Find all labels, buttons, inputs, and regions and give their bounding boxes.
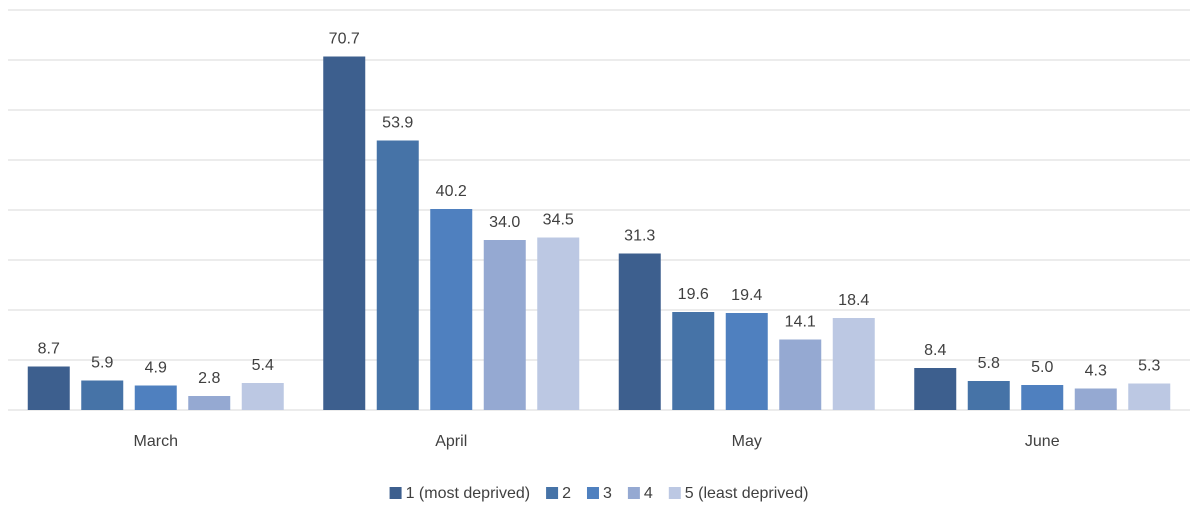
bar xyxy=(134,385,177,410)
bar xyxy=(27,366,70,410)
bar xyxy=(1074,388,1117,410)
data-label: 31.3 xyxy=(624,228,655,245)
bar xyxy=(672,312,715,410)
bar xyxy=(241,383,284,410)
bar xyxy=(537,237,580,410)
x-tick-label: April xyxy=(435,433,467,450)
data-label: 34.5 xyxy=(543,212,574,229)
data-label: 4.9 xyxy=(145,360,167,377)
data-label: 19.6 xyxy=(678,286,709,303)
data-label: 18.4 xyxy=(838,292,869,309)
legend-label: 3 xyxy=(603,485,612,502)
x-tick-label: May xyxy=(732,433,762,450)
legend-swatch xyxy=(627,487,640,499)
data-label: 8.7 xyxy=(38,341,60,358)
bar xyxy=(483,240,526,410)
x-tick-label: June xyxy=(1025,433,1060,450)
data-label: 5.3 xyxy=(1138,358,1160,375)
bar xyxy=(81,380,124,410)
legend-label: 2 xyxy=(562,485,571,502)
data-label: 34.0 xyxy=(489,214,520,231)
legend-label: 5 (least deprived) xyxy=(685,485,809,502)
bar xyxy=(832,318,875,410)
bar xyxy=(967,381,1010,410)
data-label: 19.4 xyxy=(731,287,762,304)
legend-swatch xyxy=(668,487,681,499)
data-label: 70.7 xyxy=(329,31,360,48)
x-tick-label: March xyxy=(134,433,178,450)
bar xyxy=(779,339,822,410)
legend-swatch xyxy=(586,487,599,499)
bar xyxy=(1128,383,1171,410)
data-label: 5.9 xyxy=(91,355,113,372)
data-label: 5.8 xyxy=(978,355,1000,372)
data-label: 40.2 xyxy=(436,183,467,200)
data-label: 5.4 xyxy=(252,357,274,374)
bar xyxy=(914,368,957,410)
legend-label: 1 (most deprived) xyxy=(406,485,531,502)
legend-swatch xyxy=(389,487,402,499)
bar xyxy=(725,313,768,410)
legend-label: 4 xyxy=(644,485,653,502)
bar xyxy=(1021,385,1064,410)
bar xyxy=(618,253,661,410)
data-label: 2.8 xyxy=(198,370,220,387)
data-label: 53.9 xyxy=(382,115,413,132)
bar xyxy=(188,396,231,410)
bar xyxy=(323,56,366,410)
data-label: 14.1 xyxy=(785,314,816,331)
data-label: 4.3 xyxy=(1085,363,1107,380)
legend-swatch xyxy=(546,487,559,499)
data-label: 8.4 xyxy=(924,342,946,359)
bar xyxy=(376,140,419,410)
bar xyxy=(430,209,473,410)
data-label: 5.0 xyxy=(1031,359,1053,376)
